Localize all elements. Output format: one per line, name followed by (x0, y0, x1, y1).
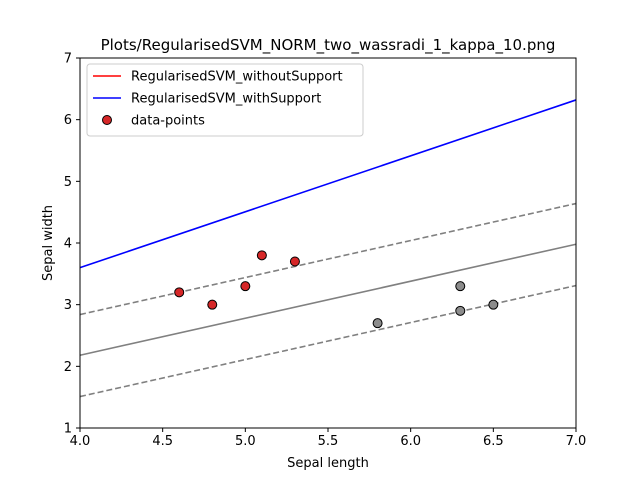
data-point-8 (455, 305, 466, 316)
data-point-3 (240, 281, 251, 292)
chart-title: Plots/RegularisedSVM_NORM_two_wassradi_1… (101, 36, 556, 55)
legend: RegularisedSVM_withoutSupport Regularised… (86, 63, 364, 137)
x-tick-label: 4.0 (70, 434, 91, 449)
data-point-6 (372, 318, 383, 329)
y-tick-label: 6 (64, 113, 72, 128)
legend-label-3: data-points (131, 114, 205, 129)
data-point-1 (174, 287, 185, 298)
legend-label-2: RegularisedSVM_withSupport (131, 92, 321, 107)
data-point-4 (256, 250, 267, 261)
x-axis-ticks: 4.0 4.5 5.0 5.5 6.0 6.5 7.0 (70, 428, 587, 449)
y-tick-label: 1 (64, 422, 72, 437)
x-tick-label: 5.0 (235, 434, 256, 449)
x-tick-label: 6.0 (400, 434, 421, 449)
y-tick-label: 3 (64, 298, 72, 313)
series-line-regularisedsvm-withsupport (79, 99, 577, 269)
points-layer (174, 250, 499, 329)
x-tick-label: 7.0 (566, 434, 587, 449)
x-tick-label: 5.5 (318, 434, 339, 449)
legend-box (86, 63, 364, 137)
y-tick-label: 4 (64, 237, 72, 252)
data-point-2 (207, 299, 218, 310)
y-tick-label: 7 (64, 52, 72, 67)
y-tick-label: 2 (64, 360, 72, 375)
series-line-margin-upper (79, 202, 577, 316)
y-tick-label: 5 (64, 175, 72, 190)
x-axis-label: Sepal length (287, 456, 369, 471)
x-tick-label: 4.5 (152, 434, 173, 449)
legend-swatch-3 (102, 115, 112, 125)
data-point-5 (289, 256, 300, 267)
data-point-7 (455, 281, 466, 292)
x-tick-label: 6.5 (483, 434, 504, 449)
series-line-decision-boundary (79, 243, 577, 357)
y-axis-label: Sepal width (41, 205, 56, 281)
y-axis-ticks: 1 2 3 4 5 6 7 (64, 52, 80, 437)
legend-label-1: RegularisedSVM_withoutSupport (131, 70, 343, 85)
data-point-9 (488, 299, 499, 310)
